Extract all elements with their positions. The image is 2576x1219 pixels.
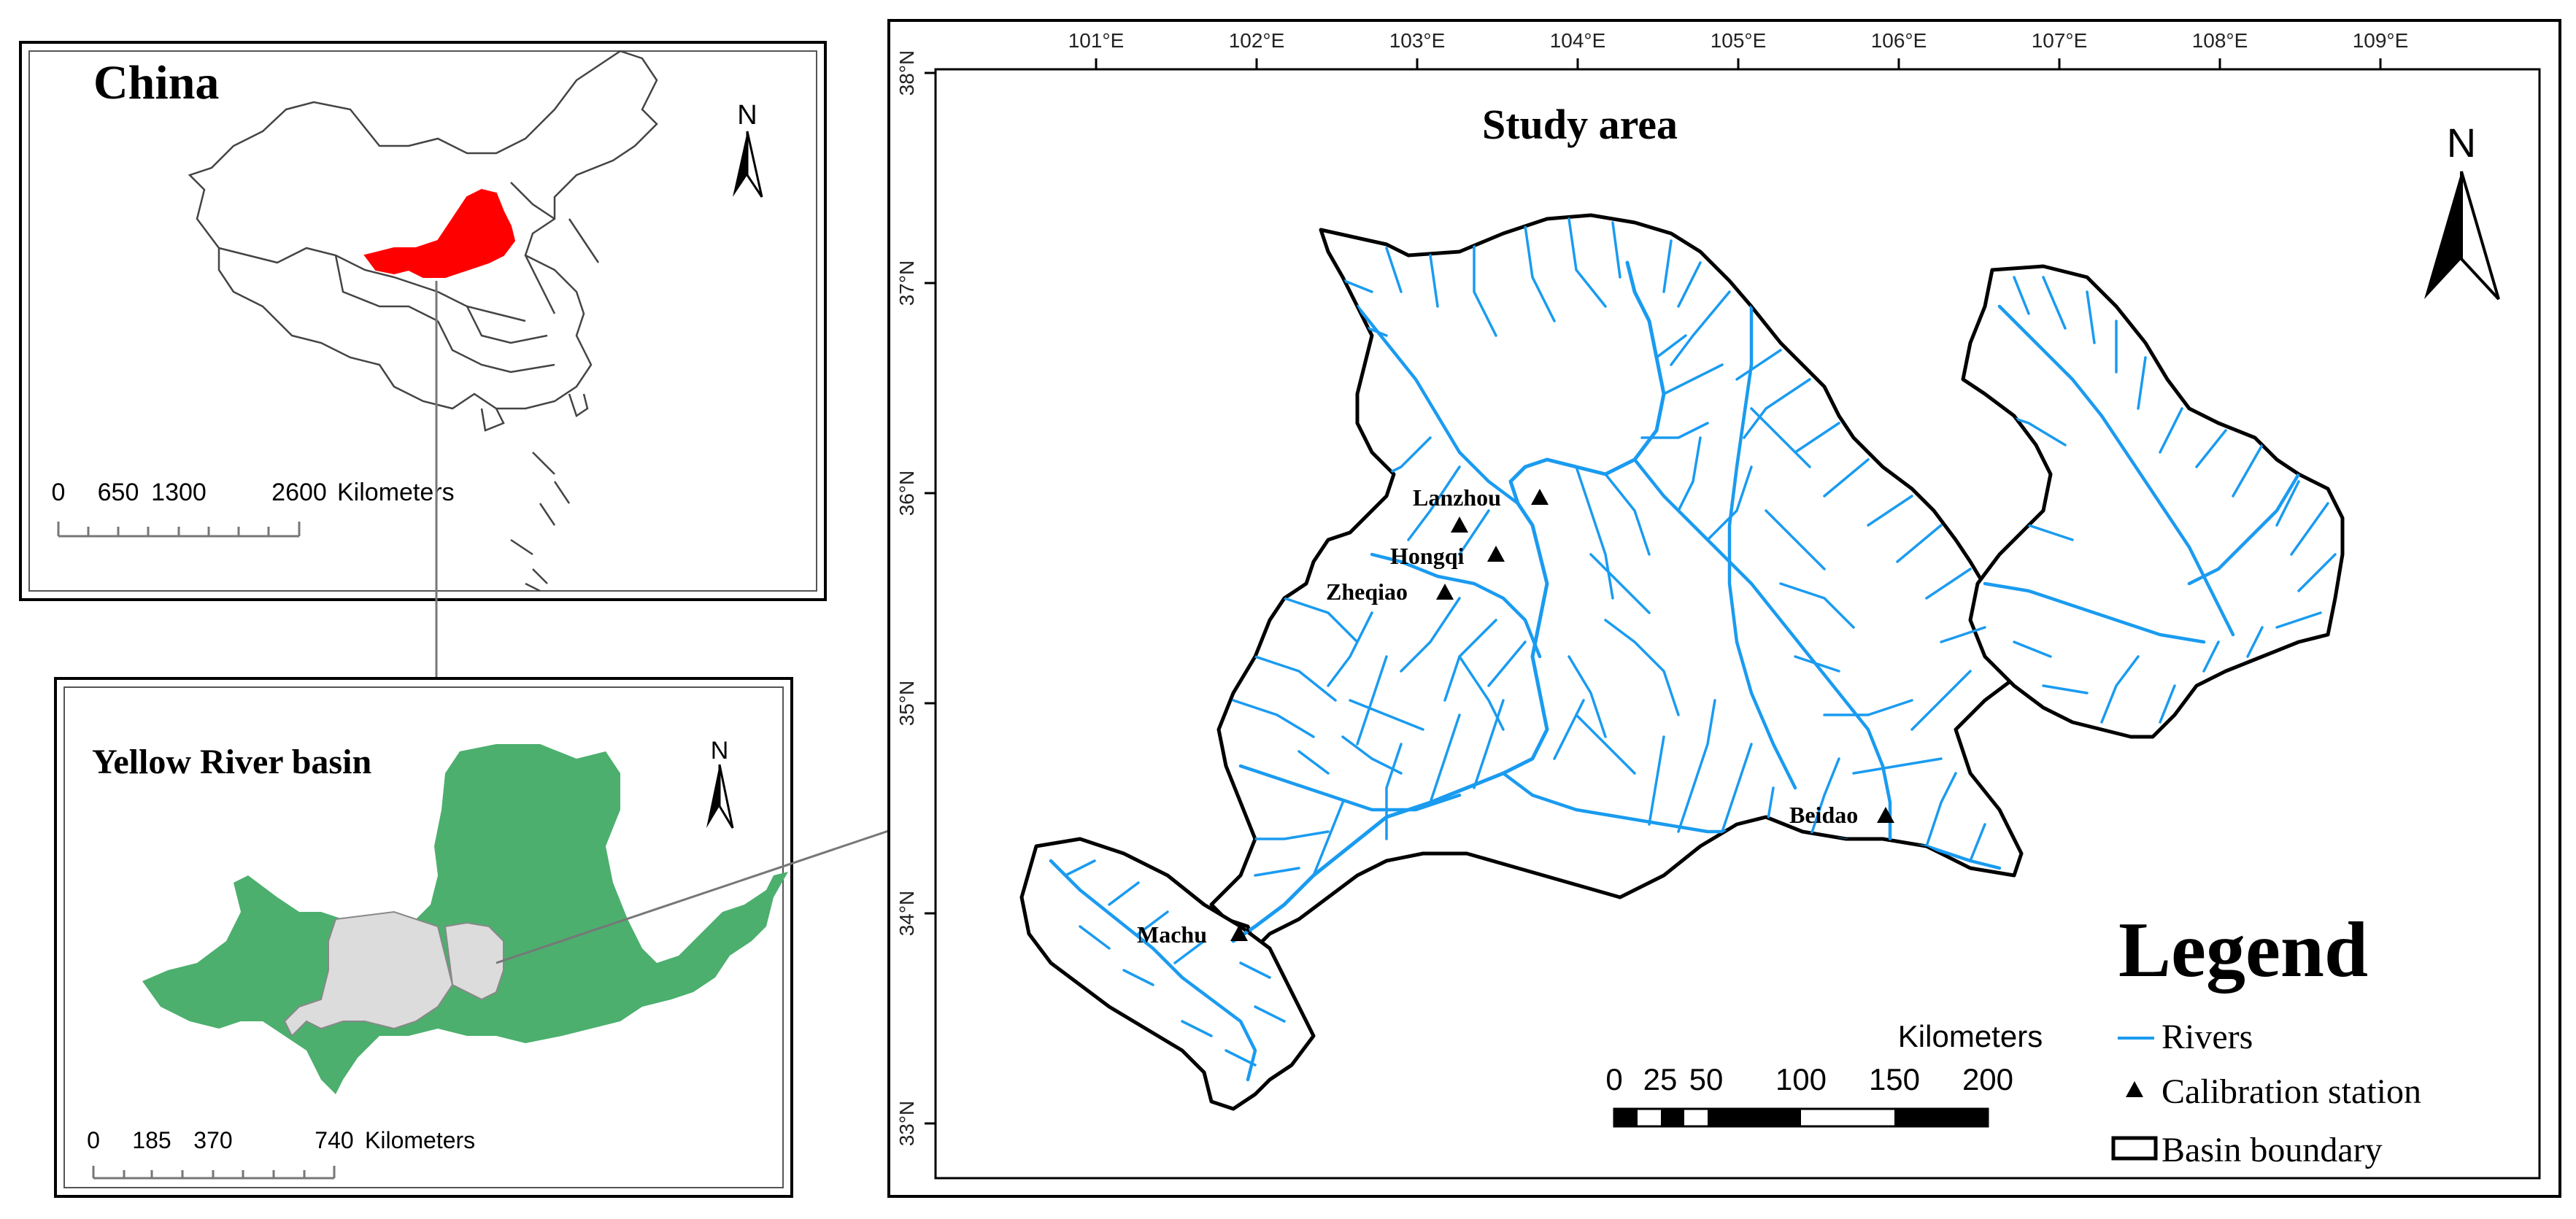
legend-station-symbol <box>2126 1081 2143 1097</box>
china-scale-0: 0 <box>52 479 66 506</box>
study-scale-bar: Kilometers 0 25 50 100 150 200 <box>1605 1019 2043 1128</box>
china-scale-1300: 1300 <box>151 479 207 506</box>
basin-scale-740: 740 <box>315 1127 353 1153</box>
china-scale-bar: 0 650 1300 2600 Kilometers <box>52 479 455 538</box>
basin-scale-unit: Kilometers <box>365 1127 475 1153</box>
legend-title: Legend <box>2118 907 2368 994</box>
lat-label-35: 35°N <box>895 681 918 727</box>
yellow-river-inset: Yellow River basin N 0 185 370 740 Kilom… <box>54 677 793 1198</box>
legend: Legend Rivers Calibration station Basin … <box>2111 907 2421 1169</box>
station-marker-lanzhou <box>1531 489 1549 505</box>
lon-label-102: 102°E <box>1229 29 1285 52</box>
basin-scale-bar: 0 185 370 740 Kilometers <box>87 1127 475 1180</box>
station-label-zheqiao: Zheqiao <box>1326 578 1408 605</box>
study-graticule-ticks <box>925 58 2382 1125</box>
station-marker-hongqi-a <box>1451 516 1468 533</box>
yellow-river-title: Yellow River basin <box>92 743 371 781</box>
lat-label-38: 38°N <box>895 50 918 96</box>
basin-scale-0: 0 <box>87 1127 100 1153</box>
basin-study-area-west <box>283 910 454 1037</box>
lon-label-103: 103°E <box>1389 29 1446 52</box>
lat-label-33: 33°N <box>895 1101 918 1147</box>
study-scale-100: 100 <box>1775 1062 1827 1096</box>
lon-label-105: 105°E <box>1711 29 1767 52</box>
station-label-beidao: Beidao <box>1789 802 1858 828</box>
station-label-machu: Machu <box>1137 921 1207 948</box>
station-marker-machu <box>1230 925 1248 941</box>
lon-label-107: 107°E <box>2032 29 2088 52</box>
china-inset: China N 0 650 1300 <box>19 41 827 601</box>
basin-east <box>1961 264 2345 739</box>
study-scale-title: Kilometers <box>1898 1019 2043 1053</box>
basin-scale-185: 185 <box>132 1127 171 1153</box>
china-scale-unit: Kilometers <box>337 479 455 506</box>
study-lat-labels: 38°N 37°N 36°N 35°N 34°N 33°N <box>895 50 918 1147</box>
china-north-arrow: N <box>733 100 763 198</box>
china-scale-2600: 2600 <box>271 479 327 506</box>
basin-north-label: N <box>711 737 729 765</box>
legend-rivers-label: Rivers <box>2162 1018 2253 1056</box>
basin-north-arrow: N <box>706 737 734 829</box>
station-marker-hongqi <box>1487 546 1505 562</box>
study-scale-25: 25 <box>1643 1062 1678 1096</box>
study-basin-boundary <box>1019 213 2345 1111</box>
lon-label-101: 101°E <box>1068 29 1125 52</box>
basin-southwest <box>1019 837 1316 1111</box>
lon-label-106: 106°E <box>1871 29 1927 52</box>
lat-label-36: 36°N <box>895 471 918 516</box>
basin-scale-370: 370 <box>193 1127 232 1153</box>
station-marker-beidao <box>1877 807 1894 823</box>
china-north-label: N <box>737 100 757 131</box>
study-station-labels: Lanzhou Hongqi Zheqiao Beidao Machu <box>1137 484 1858 948</box>
study-area-panel: 101°E 102°E 103°E 104°E 105°E 106°E 107°… <box>887 19 2561 1198</box>
lon-label-109: 109°E <box>2353 29 2409 52</box>
station-label-hongqi: Hongqi <box>1390 543 1464 569</box>
china-scale-650: 650 <box>98 479 139 506</box>
yellow-river-inset-inner-frame <box>63 686 784 1188</box>
china-highlight-region <box>363 188 516 278</box>
study-lon-labels: 101°E 102°E 103°E 104°E 105°E 106°E 107°… <box>1068 29 2409 52</box>
lat-label-37: 37°N <box>895 260 918 306</box>
station-marker-zheqiao <box>1436 584 1454 600</box>
study-scale-200: 200 <box>1962 1062 2013 1096</box>
study-scale-0: 0 <box>1605 1062 1622 1096</box>
china-title: China <box>93 56 219 109</box>
study-north-label: N <box>2447 120 2476 166</box>
china-outline <box>188 50 658 592</box>
station-label-lanzhou: Lanzhou <box>1413 484 1501 511</box>
basin-main <box>1209 213 2024 951</box>
legend-boundary-symbol <box>2111 1136 2158 1161</box>
lon-label-108: 108°E <box>2192 29 2248 52</box>
basin-study-area-east <box>444 921 504 1001</box>
study-scale-50: 50 <box>1689 1062 1724 1096</box>
lat-label-34: 34°N <box>895 891 918 937</box>
study-title: Study area <box>1482 101 1678 148</box>
china-inset-frame <box>19 41 827 601</box>
lon-label-104: 104°E <box>1550 29 1606 52</box>
study-scale-150: 150 <box>1869 1062 1920 1096</box>
china-inset-inner-frame <box>28 50 817 592</box>
study-stations <box>1230 489 1894 941</box>
study-rivers <box>1049 217 2337 1082</box>
legend-station-label: Calibration station <box>2162 1072 2421 1111</box>
study-north-arrow: N <box>2424 120 2500 301</box>
legend-boundary-label: Basin boundary <box>2162 1131 2383 1169</box>
